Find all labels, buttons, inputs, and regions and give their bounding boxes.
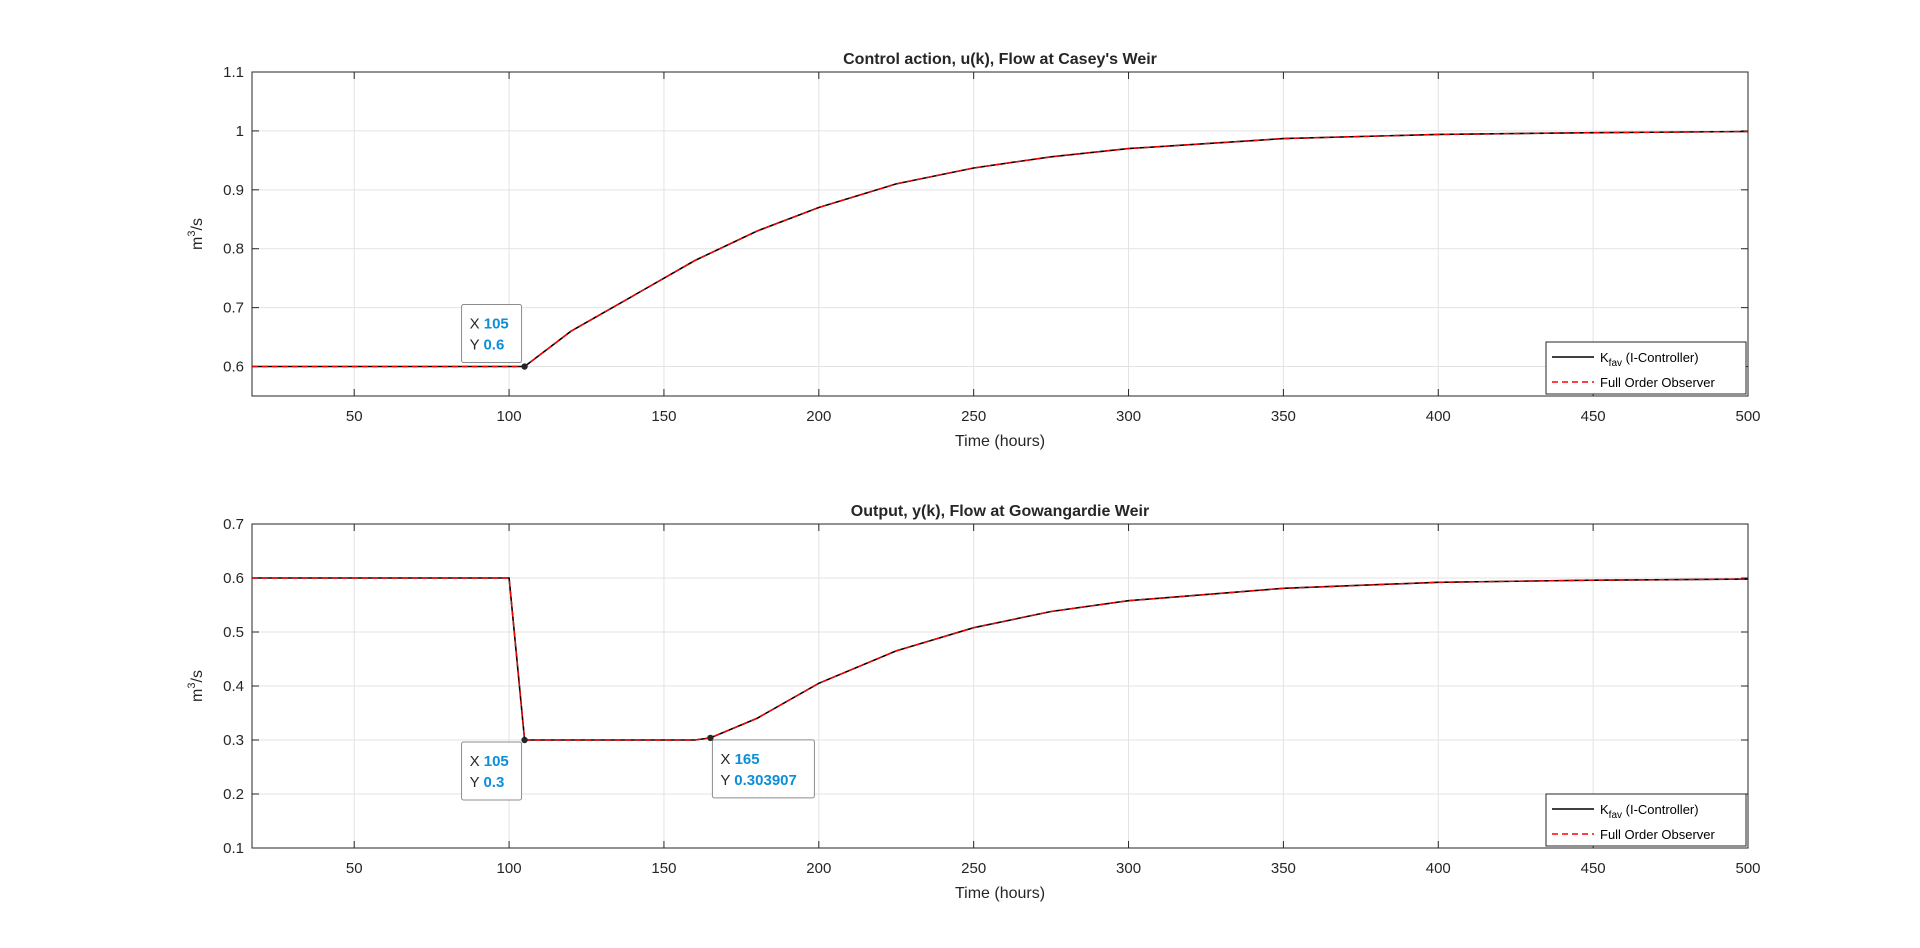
y-tick-label: 1 [236,123,244,140]
x-tick-label: 350 [1271,860,1296,877]
y-tick-label: 0.6 [223,570,244,587]
x-tick-label: 450 [1581,408,1606,425]
y-tick-label: 0.7 [223,300,244,317]
x-tick-label: 150 [651,408,676,425]
x-tick-label: 100 [497,408,522,425]
legend-entry: Kfav (I-Controller) [1600,350,1699,369]
legend-label-rest: (I-Controller) [1622,802,1699,817]
x-tick-label: 300 [1116,860,1141,877]
x-tick-label: 400 [1426,860,1451,877]
series-line-observer [252,577,1748,741]
y-tick-label: 0.6 [223,359,244,376]
datatip-box [461,741,523,801]
y-tick-label: 0.1 [223,840,244,857]
x-tick-label: 350 [1271,408,1296,425]
x-axis-label: Time (hours) [955,433,1045,450]
y-label-rest: /s [189,218,206,230]
datatip-x-key: X [470,316,484,333]
y-tick-label: 1.1 [223,64,244,81]
x-tick-label: 400 [1426,408,1451,425]
legend-entry: Full Order Observer [1600,375,1716,390]
legend: Kfav (I-Controller) Full Order Observer [1545,341,1747,395]
y-axis-label: m3/s [186,218,206,250]
subplot-control-action: Control action, u(k), Flow at Casey's We… [186,51,1761,450]
y-tick-label: 0.2 [223,786,244,803]
axes-box [251,523,1749,849]
x-tick-label: 500 [1735,408,1760,425]
legend-label-sub: fav [1609,810,1622,821]
chart-title: Control action, u(k), Flow at Casey's We… [843,51,1157,68]
datatip-x-value: 165 [735,751,760,768]
datatip-y-value: 0.6 [483,337,504,354]
datatip-x-row: X 105 [470,753,509,770]
y-label-sup: 3 [186,683,198,689]
x-tick-label: 150 [651,860,676,877]
y-label-rest: /s [189,670,206,682]
legend-label: Full Order Observer [1600,375,1716,390]
datatip-y-row: Y 0.303907 [720,772,796,789]
x-tick-label: 50 [346,408,363,425]
datatip-y-value: 0.303907 [734,772,797,789]
legend-box [1545,341,1747,395]
datatip-y-value: 0.3 [483,774,504,791]
series-line-observer [252,130,1748,368]
legend-label: K [1600,802,1609,817]
legend-label: K [1600,350,1609,365]
x-tick-label: 500 [1735,860,1760,877]
legend-label: Full Order Observer [1600,827,1716,842]
datatip-y-row: Y 0.6 [470,337,505,354]
datatip-marker [707,734,714,742]
datatip-x-row: X 105 [470,316,509,333]
legend-entry: Full Order Observer [1600,827,1716,842]
axes-box [251,71,1749,397]
y-tick-label: 0.4 [223,678,244,695]
x-tick-label: 200 [806,860,831,877]
datatip-box [711,739,815,799]
datatip-marker [521,363,528,370]
datatip-marker [521,736,528,744]
y-label-sup: 3 [186,231,198,237]
datatip-x-key: X [720,751,734,768]
datatip-y-key: Y [720,772,734,789]
x-tick-label: 50 [346,860,363,877]
datatip-y-key: Y [470,337,484,354]
legend-label-rest: (I-Controller) [1622,350,1699,365]
y-label-base: m [189,689,206,702]
datatip-x-value: 105 [484,753,509,770]
y-tick-label: 0.9 [223,182,244,199]
x-tick-label: 250 [961,408,986,425]
y-tick-label: 0.5 [223,624,244,641]
y-tick-label: 0.8 [223,241,244,258]
chart-title: Output, y(k), Flow at Gowangardie Weir [851,503,1149,520]
y-tick-label: 0.3 [223,732,244,749]
x-tick-label: 200 [806,408,831,425]
subplot-output: Output, y(k), Flow at Gowangardie Weir T… [186,503,1761,902]
datatip-y-row: Y 0.3 [470,774,505,791]
x-tick-label: 100 [497,860,522,877]
datatip-x-key: X [470,753,484,770]
x-tick-label: 300 [1116,408,1141,425]
legend-label-sub: fav [1609,358,1622,369]
legend-entry: Kfav (I-Controller) [1600,802,1699,821]
datatip-x-row: X 165 [720,751,759,768]
datatip-box [461,304,523,364]
x-tick-label: 450 [1581,860,1606,877]
x-tick-label: 250 [961,860,986,877]
legend-box [1545,793,1747,847]
legend: Kfav (I-Controller) Full Order Observer [1545,793,1747,847]
y-axis-label: m3/s [186,670,206,702]
y-label-base: m [189,237,206,250]
datatip-y-key: Y [470,774,484,791]
datatip-x-value: 105 [484,316,509,333]
y-tick-label: 0.7 [223,516,244,533]
x-axis-label: Time (hours) [955,885,1045,902]
